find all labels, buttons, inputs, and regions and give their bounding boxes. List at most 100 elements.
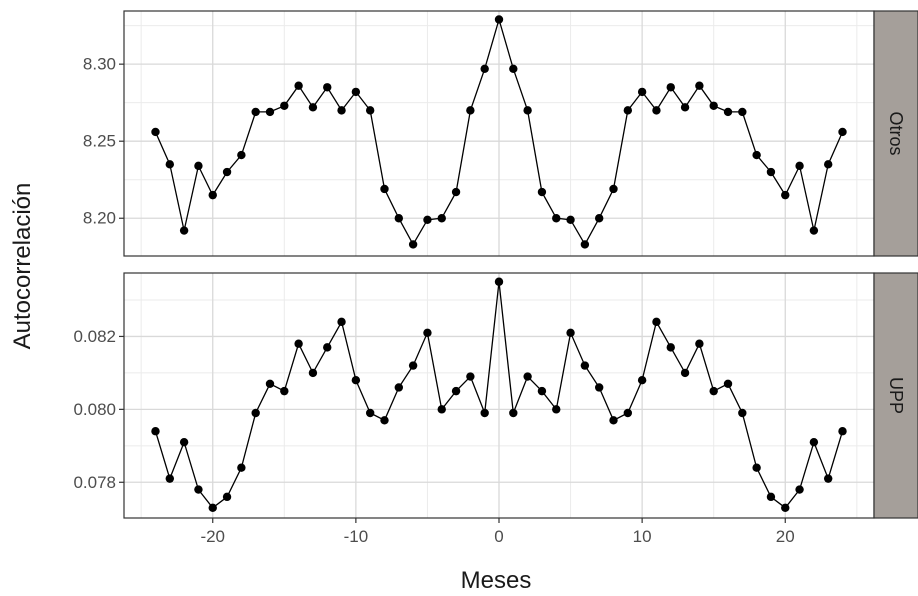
data-point <box>509 408 518 418</box>
data-point <box>280 386 289 396</box>
data-point <box>809 437 819 447</box>
data-point <box>652 317 661 327</box>
data-point <box>781 190 790 200</box>
data-point <box>208 190 217 200</box>
data-point <box>795 485 804 494</box>
data-point <box>423 215 432 224</box>
y-tick-label: 0.080 <box>73 400 116 419</box>
data-point <box>637 375 647 385</box>
data-point <box>151 127 160 137</box>
data-point <box>265 107 275 117</box>
data-point <box>165 160 175 169</box>
data-point <box>280 101 289 110</box>
data-point <box>666 83 675 92</box>
data-point <box>365 106 375 115</box>
data-point <box>723 107 733 117</box>
data-point <box>580 240 590 249</box>
data-point <box>594 214 604 223</box>
data-point <box>781 503 790 512</box>
data-point <box>623 106 633 115</box>
data-point <box>480 408 489 418</box>
data-point <box>294 81 303 90</box>
data-point <box>594 383 604 392</box>
data-point <box>523 372 532 381</box>
data-point <box>494 15 504 24</box>
data-point <box>709 386 718 396</box>
y-tick-label: 0.078 <box>73 473 116 492</box>
data-point <box>723 379 733 389</box>
data-point <box>451 187 461 197</box>
data-point <box>623 408 633 418</box>
data-point <box>823 474 833 483</box>
data-point <box>251 107 260 117</box>
data-point <box>337 317 346 327</box>
data-point <box>809 226 819 235</box>
panel-upp: UPP 0.078 0.080 0.082 <box>73 272 918 519</box>
data-point <box>237 150 246 160</box>
data-point <box>609 184 618 194</box>
data-point <box>351 87 361 97</box>
data-point <box>380 184 389 194</box>
data-point <box>466 106 475 115</box>
data-point <box>165 474 175 483</box>
data-point <box>365 408 375 418</box>
x-tick-label: 0 <box>494 527 503 546</box>
data-point <box>308 103 318 112</box>
x-tick-label: -20 <box>200 527 225 546</box>
data-point <box>251 408 260 418</box>
data-point <box>437 214 446 223</box>
data-point <box>265 379 275 389</box>
data-point <box>695 81 704 90</box>
data-point <box>552 405 561 414</box>
data-point <box>766 492 776 502</box>
data-point <box>695 339 704 348</box>
panel-otros: Otros 8.20 8.25 8.30 <box>83 10 918 257</box>
data-point <box>752 463 761 472</box>
data-point <box>351 375 361 385</box>
y-tick-label: 8.20 <box>83 209 116 228</box>
data-point <box>738 408 747 418</box>
data-point <box>752 150 761 160</box>
data-point <box>308 368 318 378</box>
data-point <box>680 103 690 112</box>
data-point <box>466 372 475 381</box>
strip-background <box>873 10 918 257</box>
data-point <box>408 361 418 370</box>
y-tick-label: 0.082 <box>73 327 116 346</box>
data-point <box>680 368 690 378</box>
data-point <box>637 87 647 97</box>
data-point <box>738 107 747 117</box>
data-point <box>509 64 518 73</box>
data-point <box>423 328 432 337</box>
data-point <box>222 492 232 502</box>
data-point <box>237 463 246 472</box>
panels: Otros 8.20 8.25 8.30 UPP 0.078 0.080 0.082 -20 -1… <box>73 10 918 546</box>
data-point <box>394 214 404 223</box>
data-point <box>323 83 332 92</box>
data-point <box>222 167 232 177</box>
data-point <box>580 361 590 370</box>
data-point <box>179 437 189 447</box>
x-tick-label: 20 <box>776 527 795 546</box>
data-point <box>194 485 203 494</box>
data-point <box>566 328 575 337</box>
data-point <box>666 343 675 352</box>
data-point <box>537 386 547 396</box>
data-point <box>337 106 346 115</box>
data-point <box>437 405 446 414</box>
x-axis-title: Meses <box>461 567 532 594</box>
data-point <box>494 277 504 286</box>
data-point <box>323 343 332 352</box>
x-tick-label: -10 <box>344 527 369 546</box>
data-point <box>408 240 418 249</box>
data-point <box>838 127 847 137</box>
data-point <box>380 416 389 425</box>
y-tick-label: 8.25 <box>83 132 116 151</box>
x-tick-label: 10 <box>633 527 652 546</box>
data-point <box>151 427 160 436</box>
data-point <box>652 106 661 115</box>
data-point <box>194 161 203 171</box>
data-point <box>609 416 618 425</box>
data-point <box>179 226 189 235</box>
